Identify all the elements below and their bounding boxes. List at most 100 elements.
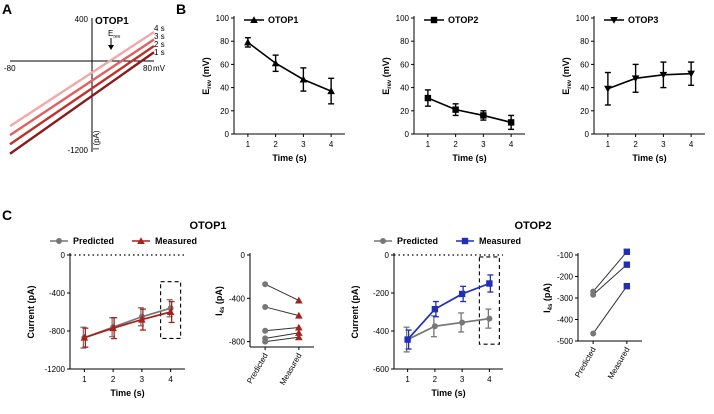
chart-C1b: 0 -400 -800 Predicted Measured I4s (pA) xyxy=(214,251,314,387)
C2b-pair-line xyxy=(592,285,628,334)
B1-legend-label: OTOP1 xyxy=(268,15,298,25)
iv-legend-3s: 3 s xyxy=(154,32,165,41)
C2-legend-label: Predicted xyxy=(397,236,438,246)
iv-lines: 1 s2 s3 s4 s xyxy=(9,24,165,155)
B2-ytick-label: 100 xyxy=(396,14,410,23)
C1b-measured-point xyxy=(295,329,303,336)
C1b-pair-line xyxy=(264,283,300,301)
panel-label-b: B xyxy=(176,1,186,17)
B2-legend-marker xyxy=(430,16,438,24)
C2-legend-marker xyxy=(461,237,469,245)
C1-legend-marker xyxy=(137,237,145,244)
C2b-pair-line xyxy=(592,251,628,292)
C1-series-measured xyxy=(84,311,171,339)
C2-ytick-label: -600 xyxy=(373,365,390,374)
C1b-category-label: Predicted xyxy=(245,352,270,386)
C2b-measured-point xyxy=(623,261,631,268)
panel-label-c: C xyxy=(2,207,12,223)
B2-xtick-label: 4 xyxy=(509,140,514,149)
C2b-category-label: Measured xyxy=(606,346,632,381)
B3-ytick-label: 100 xyxy=(576,14,590,23)
C2-ytick-label: 0 xyxy=(385,251,390,260)
B3-ytick-label: 0 xyxy=(585,130,590,139)
C1-ylabel: Current (pA) xyxy=(26,286,36,339)
C2b-measured-point xyxy=(623,248,631,255)
C1b-measured-point xyxy=(295,311,303,319)
C2-ytick-label: -400 xyxy=(373,327,390,336)
B3-legend-label: OTOP3 xyxy=(628,15,658,25)
C2-point-predicted xyxy=(486,315,493,322)
C1-xtick-label: 4 xyxy=(168,375,173,384)
B3-ylabel: Erev (mV) xyxy=(561,57,573,95)
B1-xtick-label: 4 xyxy=(329,140,334,149)
C1-point-measured xyxy=(138,315,146,323)
B1-ytick-label: 20 xyxy=(220,107,229,116)
C1b-pair-line xyxy=(265,306,299,317)
C1b-predicted-point xyxy=(262,327,269,334)
B2-xtick-label: 2 xyxy=(453,140,458,149)
B3-ytick-label: 60 xyxy=(580,60,589,69)
B3-series-line xyxy=(607,72,692,90)
iv-line-1s xyxy=(9,51,155,155)
iv-xtick-right: 80 xyxy=(143,64,152,73)
iv-title: OTOP1 xyxy=(95,16,129,27)
C1b-ytick-label: 0 xyxy=(241,251,246,260)
B2-series-line xyxy=(427,97,512,124)
C1b-ytick-label: -800 xyxy=(229,338,246,347)
C2b-ytick-label: -300 xyxy=(557,294,574,303)
C2b-ytick-label: -500 xyxy=(557,337,574,346)
C1-legend-marker xyxy=(56,238,62,244)
iv-xlabel: mV xyxy=(153,64,166,73)
B2-ytick-label: 0 xyxy=(405,130,410,139)
B1-ytick-label: 40 xyxy=(220,84,229,93)
B3-ytick-label: 40 xyxy=(580,84,589,93)
B1-legend-marker xyxy=(250,16,258,23)
C1b-predicted-point xyxy=(262,338,269,345)
B3-xtick-label: 1 xyxy=(606,140,611,149)
C1-ytick-label: 0 xyxy=(61,251,66,260)
B1-xtick-label: 1 xyxy=(246,140,251,149)
B1-ytick-label: 60 xyxy=(220,60,229,69)
B2-ylabel: Erev (mV) xyxy=(381,57,393,95)
C1b-pair-line xyxy=(265,332,299,339)
C1-point-measured xyxy=(166,308,175,315)
B3-ytick-label: 20 xyxy=(580,107,589,116)
B3-point xyxy=(604,85,612,93)
iv-legend-2s: 2 s xyxy=(154,40,165,49)
B3-ytick-label: 80 xyxy=(580,37,589,46)
B2-xtick-label: 3 xyxy=(481,140,486,149)
B1-ytick-label: 100 xyxy=(216,14,230,23)
iv-ylabel: I (pA) xyxy=(92,130,101,150)
C2b-ylabel: I4s (pA) xyxy=(542,283,554,313)
C2-xtick-label: 4 xyxy=(487,375,492,384)
B1-point xyxy=(244,38,252,46)
C1b-predicted-point xyxy=(262,303,269,310)
C1-legend-label: Measured xyxy=(155,236,197,246)
C1b-ytick-label: -400 xyxy=(229,294,246,303)
B2-point xyxy=(507,119,515,126)
C2-series-predicted xyxy=(407,317,490,341)
B1-ylabel: Erev (mV) xyxy=(201,57,213,95)
C1-title: OTOP1 xyxy=(189,220,226,232)
B1-point xyxy=(271,59,280,67)
C1-highlight-box xyxy=(160,281,182,339)
C1b-ylabel: I4s (pA) xyxy=(214,286,226,316)
B2-ytick-label: 40 xyxy=(400,84,409,93)
C1-ytick-label: -1200 xyxy=(45,365,66,374)
C2-legend-marker xyxy=(380,238,386,244)
B3-xtick-label: 3 xyxy=(661,140,666,149)
C2b-category-label: Predicted xyxy=(573,346,598,380)
C2-point-measured xyxy=(458,290,466,298)
B1-xtick-label: 3 xyxy=(301,140,306,149)
C1-xlabel: Time (s) xyxy=(110,388,144,398)
C2-xtick-label: 2 xyxy=(433,375,438,384)
B3-xtick-label: 2 xyxy=(633,140,638,149)
C1-ytick-label: -400 xyxy=(49,289,66,298)
iv-ytick-top: 400 xyxy=(75,15,89,24)
B2-ytick-label: 60 xyxy=(400,60,409,69)
C2b-predicted-point xyxy=(590,291,597,298)
chart-C1: 0 -400 -800 -1200 1 2 3 4 Time (s) Current (pA) OT… xyxy=(26,220,227,398)
